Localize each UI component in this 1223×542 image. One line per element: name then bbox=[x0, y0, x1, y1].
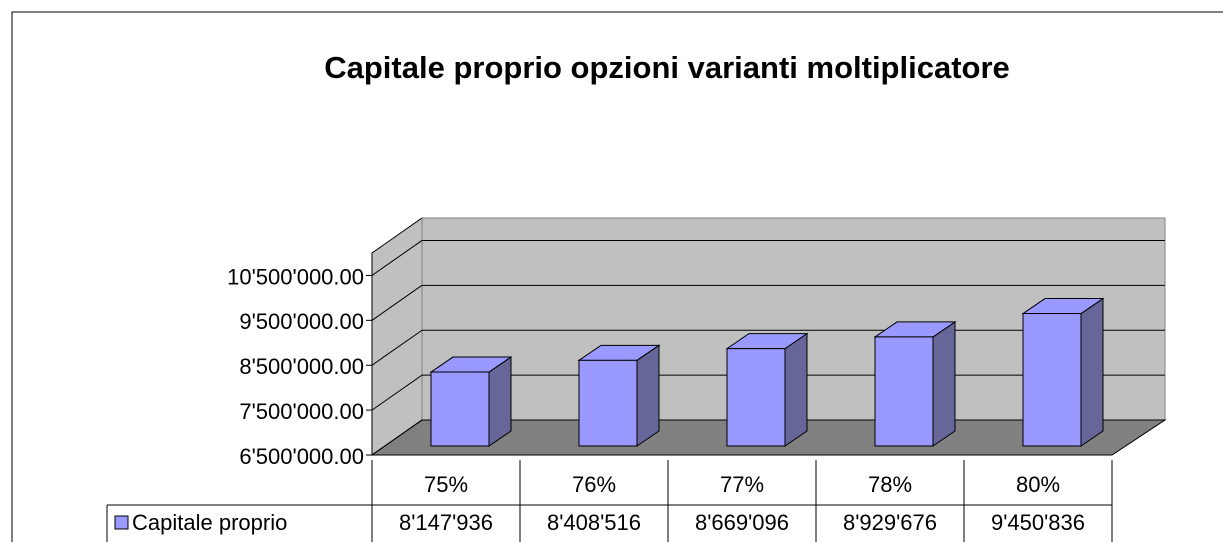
value-label: 8'669'096 bbox=[695, 510, 789, 535]
y-tick-label: 9'500'000.00 bbox=[239, 309, 364, 334]
bar-side bbox=[932, 320, 956, 447]
y-tick-label: 8'500'000.00 bbox=[239, 354, 364, 379]
bar bbox=[1022, 313, 1082, 447]
grid-line bbox=[371, 240, 423, 276]
y-tick-label: 7'500'000.00 bbox=[239, 399, 364, 424]
bar-side bbox=[784, 332, 808, 447]
x-tick-label: 76% bbox=[572, 472, 616, 497]
x-tick-label: 78% bbox=[868, 472, 912, 497]
value-label: 8'408'516 bbox=[547, 510, 641, 535]
legend-swatch bbox=[114, 515, 129, 530]
y-tick-label: 10'500'000.00 bbox=[227, 264, 364, 289]
value-label: 8'147'936 bbox=[399, 510, 493, 535]
x-tick-label: 80% bbox=[1016, 472, 1060, 497]
bar bbox=[578, 359, 638, 447]
bar bbox=[874, 336, 934, 447]
grid-line bbox=[371, 284, 423, 321]
legend-label: Capitale proprio bbox=[132, 510, 287, 535]
y-tick-label: 6'500'000.00 bbox=[239, 444, 364, 469]
chart-title: Capitale proprio opzioni varianti moltip… bbox=[324, 50, 1010, 85]
bar bbox=[726, 348, 786, 447]
bar-side bbox=[1080, 297, 1104, 447]
value-label: 9'450'836 bbox=[991, 510, 1085, 535]
bar bbox=[430, 371, 490, 447]
x-tick-label: 77% bbox=[720, 472, 764, 497]
grid-line bbox=[371, 374, 423, 411]
grid-line bbox=[371, 329, 423, 366]
value-label: 8'929'676 bbox=[843, 510, 937, 535]
grid-line bbox=[371, 419, 423, 456]
side-wall bbox=[371, 217, 423, 456]
x-tick-label: 75% bbox=[424, 472, 468, 497]
bar-side bbox=[636, 344, 660, 447]
